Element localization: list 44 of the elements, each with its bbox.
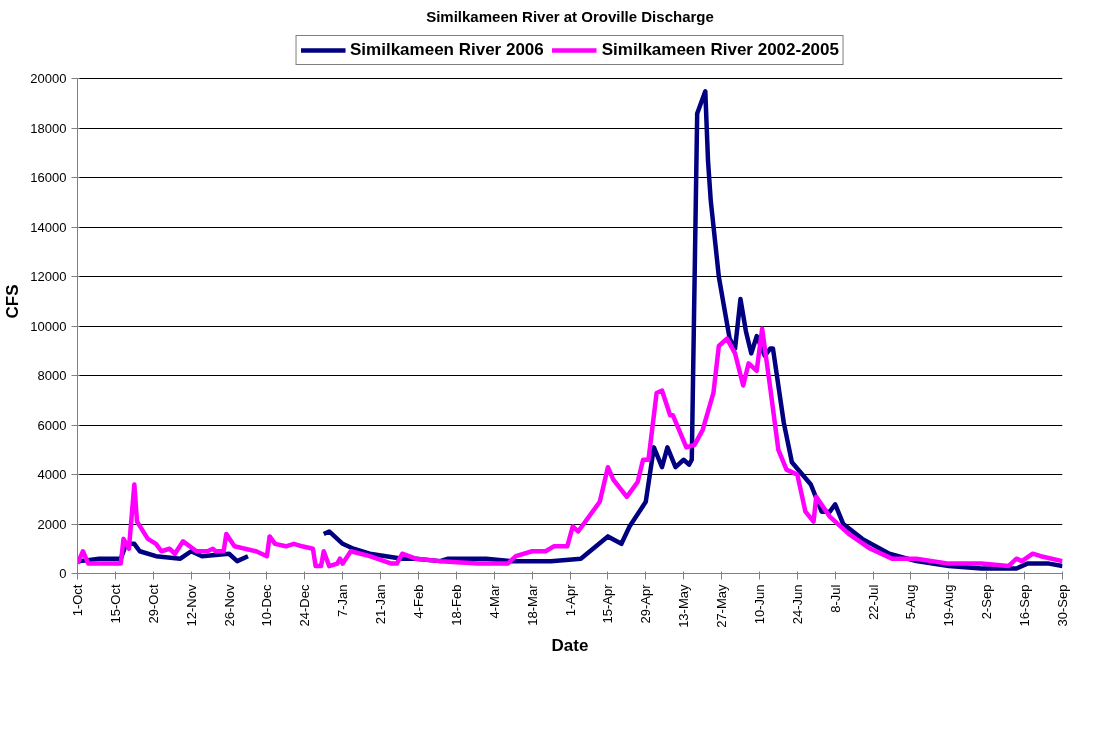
y-tick-label: 12000	[30, 269, 67, 285]
y-tick-label: 16000	[30, 170, 67, 186]
x-tick-label: 12-Nov	[183, 584, 199, 627]
y-tick-label: 6000	[37, 417, 67, 433]
x-tick-label: 1-Apr	[562, 583, 578, 617]
x-tick-label: 5-Aug	[903, 584, 919, 620]
x-tick-label: 1-Oct	[70, 584, 85, 617]
y-axis-title: CFS	[3, 284, 23, 319]
y-tick-label: 0	[59, 566, 67, 581]
y-tick-label: 10000	[30, 318, 67, 334]
x-tick-label: 10-Jun	[751, 584, 767, 625]
legend-label: Similkameen River 2002-2005	[601, 40, 839, 60]
y-tick-label: 14000	[30, 219, 67, 235]
chart-title: Similkameen River at Oroville Discharge	[426, 7, 714, 25]
x-axis-title: Date	[551, 635, 589, 655]
y-tick-label: 18000	[30, 120, 67, 136]
x-tick-label: 19-Aug	[941, 584, 957, 627]
x-tick-label: 24-Dec	[297, 584, 313, 627]
x-tick-label: 8-Jul	[827, 584, 843, 613]
x-tick-label: 30-Sep	[1055, 584, 1070, 627]
x-tick-label: 26-Nov	[221, 584, 237, 627]
y-tick-label: 20000	[30, 71, 67, 87]
x-tick-label: 22-Jul	[865, 584, 881, 620]
y-tick-label: 2000	[37, 516, 67, 532]
y-tick-label: 4000	[37, 467, 67, 483]
x-tick-label: 4-Feb	[410, 584, 426, 619]
x-tick-label: 10-Dec	[259, 584, 275, 627]
y-tick-label: 8000	[37, 368, 67, 384]
x-tick-label: 7-Jan	[335, 584, 351, 618]
x-tick-label: 24-Jun	[789, 584, 805, 625]
x-tick-label: 29-Apr	[638, 583, 654, 624]
x-tick-label: 29-Oct	[145, 584, 161, 624]
x-tick-label: 27-May	[714, 584, 730, 628]
line-series	[77, 326, 1063, 569]
x-tick-label: 21-Jan	[373, 584, 389, 625]
x-tick-label: 13-May	[676, 584, 692, 628]
x-tick-label: 16-Sep	[1017, 584, 1033, 627]
x-tick-label: 18-Feb	[448, 584, 464, 626]
x-tick-label: 4-Mar	[486, 583, 502, 619]
x-tick-label: 18-Mar	[524, 583, 540, 626]
x-tick-label: 2-Sep	[979, 584, 995, 620]
x-tick-label: 15-Oct	[107, 584, 123, 624]
x-tick-label: 15-Apr	[600, 583, 616, 624]
legend-label: Similkameen River 2006	[350, 40, 544, 60]
